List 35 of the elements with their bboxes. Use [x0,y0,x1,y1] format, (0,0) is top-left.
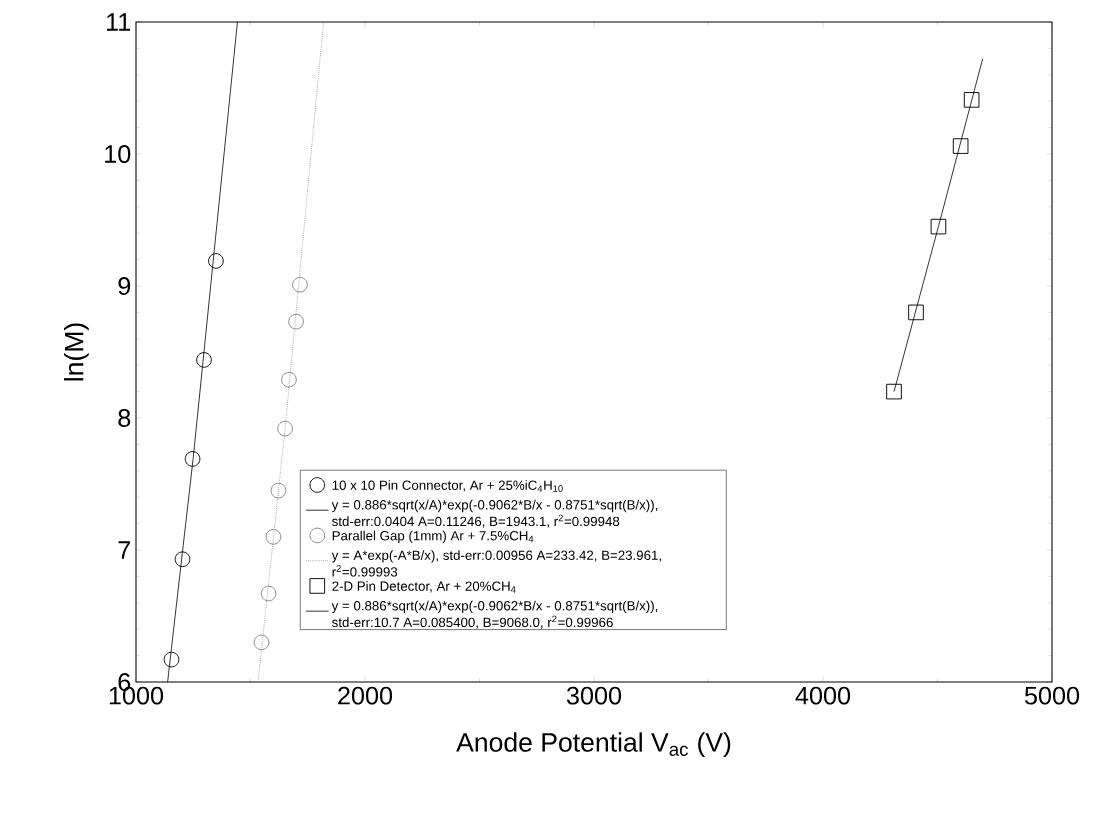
x-axis-title: Anode Potential V$_{ac}$ (V) [456,732,731,758]
point [253,634,270,651]
point [208,253,224,269]
point [930,218,947,235]
point [288,313,304,330]
point [260,585,277,602]
point [184,451,201,467]
legend-label: y = 0.886*sqrt(x/A)*exp(-0.9062*B/x - 0.8751*sqrt(B/x)), std-err:0.0404 A=0.11246, B=1943.1, r$^{2}$=0.99948 [331,499,658,528]
x-tick-label: 4000 [795,686,851,705]
y-tick-label: 8 [118,409,131,427]
legend-label: y = A*exp(-A*B/x), std-err:0.00956 A=233.42, B=23.961, r$^{2}$=0.99993 [331,550,661,577]
point [196,352,212,368]
legend-label: y = 0.886*sqrt(x/A)*exp(-0.9062*B/x - 0.8751*sqrt(B/x)), std-err:10.7 A=0.085400, B=9068.0, r$^{2}$=0.99966 [331,600,658,629]
x-tick-label: 5000 [1024,686,1080,705]
point [952,138,969,154]
y-tick-label: 7 [118,541,131,559]
y-tick-label: 11 [107,13,131,31]
point [292,276,308,293]
point [281,371,297,388]
y-axis-title: ln(M) [64,323,89,381]
point [265,529,282,545]
legend-label: Parallel Gap (1mm) Ar + 7.5%CH$_{4}$ [332,530,534,544]
point [886,383,902,400]
x-tick-label: 3000 [566,686,622,705]
point [908,304,924,321]
point [270,482,287,499]
point [277,420,293,437]
legend-label: 10 x 10 Pin Connector, Ar + 25%iC$_{4}$H$_{10}$ [332,480,563,492]
y-tick-label: 10 [105,145,131,163]
legend-label: 2-D Pin Detector, Ar + 20%CH$_{4}$ [332,581,516,593]
point [963,92,980,108]
y-tick-label: 9 [118,277,131,295]
point [174,551,191,568]
x-tick-label: 2000 [338,686,393,705]
point [163,651,180,668]
